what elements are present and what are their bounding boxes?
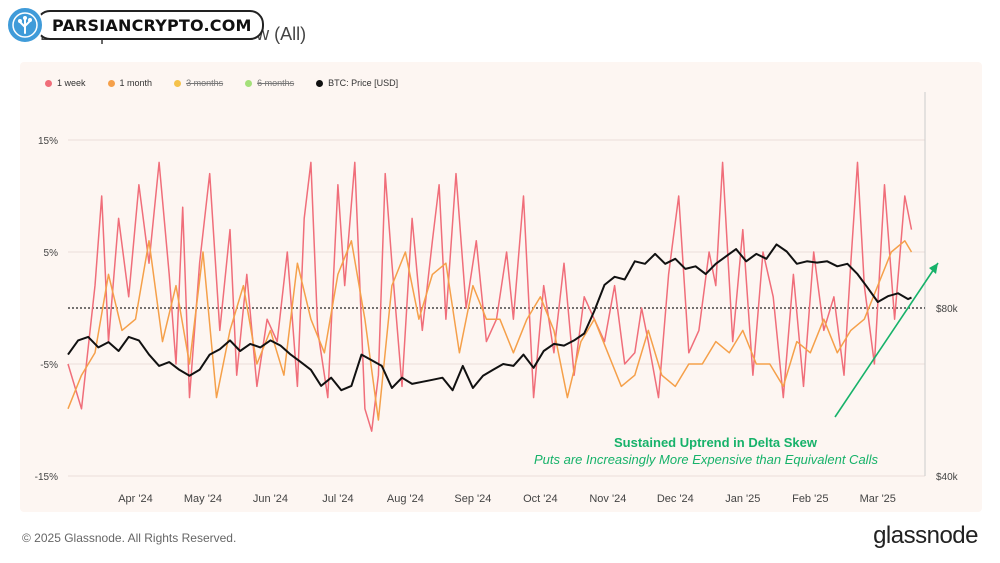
y-right-tick-label: $40k [936, 472, 959, 483]
y-axis-right: $80k $40k [936, 304, 959, 483]
y-tick-label: -5% [40, 360, 58, 371]
trend-arrow [834, 262, 939, 418]
x-tick-label: Sep '24 [454, 493, 491, 505]
watermark-text: PARSIANCRYPTO.COM [36, 10, 264, 40]
x-tick-label: May '24 [184, 493, 222, 505]
x-tick-label: Dec '24 [657, 493, 694, 505]
x-tick-label: Aug '24 [387, 493, 424, 505]
x-tick-label: Oct '24 [523, 493, 558, 505]
x-tick-label: Apr '24 [118, 493, 153, 505]
legend-label: 6 months [257, 78, 295, 88]
legend-item-btc-price[interactable]: BTC: Price [USD] [316, 78, 398, 88]
copyright-footer: © 2025 Glassnode. All Rights Reserved. [22, 531, 237, 545]
series-line-1-week [67, 161, 913, 432]
x-tick-label: Jan '25 [725, 493, 760, 505]
annotation-subtitle: Puts are Increasingly More Expensive tha… [534, 452, 878, 467]
legend-label: 1 week [57, 78, 86, 88]
watermark-badge: PARSIANCRYPTO.COM [6, 6, 264, 44]
glassnode-logo: glassnode [873, 522, 978, 549]
grid [68, 92, 926, 477]
legend-item-6-months[interactable]: 6 months [245, 78, 294, 88]
annotation-title: Sustained Uptrend in Delta Skew [614, 435, 817, 450]
trend-arrow-head [929, 263, 938, 274]
legend: 1 week 1 month 3 months 6 months BTC: Pr… [45, 78, 398, 88]
x-axis: Apr '24 May '24 Jun '24 Jul '24 Aug '24 Sep '… [118, 493, 896, 505]
y-tick-label: 15% [38, 136, 58, 147]
legend-swatch [45, 79, 52, 87]
legend-label: BTC: Price [USD] [328, 78, 399, 88]
tree-logo-icon [6, 6, 44, 44]
series-line-1-month [67, 240, 913, 421]
legend-item-3-months[interactable]: 3 months [174, 78, 223, 88]
legend-swatch [107, 79, 115, 87]
series-group [67, 161, 913, 432]
y-right-tick-label: $80k [936, 304, 959, 315]
y-axis-left: 15% 5% -5% -15% [35, 136, 58, 483]
legend-swatch [245, 79, 253, 87]
x-tick-label: Jun '24 [253, 493, 288, 505]
legend-item-1-month[interactable]: 1 month [107, 78, 153, 88]
x-tick-label: Jul '24 [322, 493, 353, 505]
series-line-btc-price-usd- [67, 243, 912, 392]
x-tick-label: Feb '25 [792, 493, 828, 505]
legend-swatch [316, 79, 324, 87]
x-tick-label: Nov '24 [589, 493, 626, 505]
legend-label: 1 month [119, 78, 153, 88]
y-tick-label: 5% [44, 248, 59, 259]
legend-swatch [174, 79, 182, 87]
legend-item-1-week[interactable]: 1 week [45, 78, 86, 88]
y-tick-label: -15% [35, 472, 58, 483]
legend-label: 3 months [186, 78, 224, 88]
x-tick-label: Mar '25 [860, 493, 896, 505]
